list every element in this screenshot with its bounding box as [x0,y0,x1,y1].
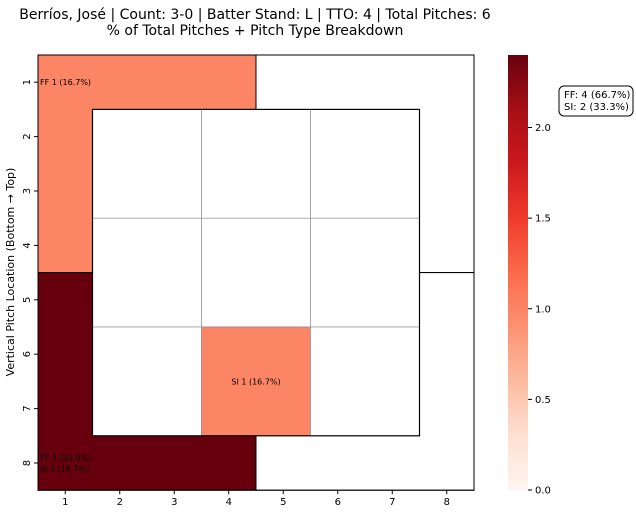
pitch-summary-line-si: SI: 2 (33.3%) [564,102,629,113]
outer-zone-1-label-1: FF 1 (16.7%) [40,78,91,87]
y-tick-label-1: 1 [22,79,33,85]
colorbar-tick-label-1.0: 1.0 [535,304,551,315]
y-tick-label-5: 5 [22,297,33,303]
plot-area: FF 1 (16.7%) FF 3 (50.0%) SI 1 (16.7%) SI 1… [22,54,475,508]
strike-zone-cell-6 [310,217,420,328]
y-tick-label-8: 8 [22,460,33,466]
x-tick-label-2: 2 [117,497,123,508]
y-tick-label-6: 6 [22,351,33,357]
strike-zone-cell-4 [92,217,202,328]
colorbar-gradient [508,55,528,490]
chart-title-line1: Berríos, José | Count: 3-0 | Batter Stan… [19,7,490,23]
strike-zone-cell-1 [92,109,202,219]
y-tick-label-7: 7 [22,405,33,411]
x-tick-label-1: 1 [62,497,68,508]
strike-zone-cell-7 [92,326,202,437]
y-tick-label-2: 2 [22,133,33,139]
x-tick-label-5: 5 [280,497,286,508]
outer-zone-3-label-1: FF 3 (50.0%) [40,454,91,463]
x-tick-label-7: 7 [389,497,395,508]
pitch-summary-line-ff: FF: 4 (66.7%) [564,90,630,101]
x-tick-label-6: 6 [335,497,341,508]
outer-zone-3-label-2: SI 1 (16.7%) [40,465,89,474]
colorbar-tick-label-0.5: 0.5 [535,395,551,406]
strike-zone-8-label-1: SI 1 (16.7%) [231,377,280,386]
colorbar-tick-label-1.5: 1.5 [535,214,551,225]
colorbar: 0.0 0.5 1.0 1.5 2.0 [508,55,551,497]
colorbar-tick-label-0.0: 0.0 [535,486,551,497]
x-tick-label-8: 8 [444,497,450,508]
strike-zone-cell-8 [201,326,311,437]
y-tick-label-4: 4 [22,242,33,248]
strike-zone-cell-2 [201,109,311,219]
chart-title-line2: % of Total Pitches + Pitch Type Breakdow… [107,23,404,39]
strike-zone-cell-5 [201,217,311,328]
strike-zone-border [91,108,421,437]
plot-frame [37,54,475,491]
y-axis-label: Vertical Pitch Location (Bottom → Top) [4,168,17,377]
y-tick-label-3: 3 [22,188,33,194]
x-tick-label-4: 4 [226,497,232,508]
strike-zone-cell-3 [310,109,420,219]
strike-zone-cell-9 [310,326,420,437]
pitch-summary-box: FF: 4 (66.7%) SI: 2 (33.3%) [558,85,634,117]
x-tick-label-3: 3 [171,497,177,508]
colorbar-tick-label-2.0: 2.0 [535,123,551,134]
pitch-summary-frame [558,85,634,117]
